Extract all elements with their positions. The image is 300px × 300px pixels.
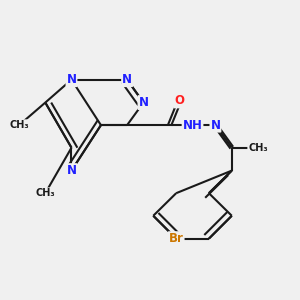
Text: Br: Br (169, 232, 184, 245)
Text: CH₃: CH₃ (248, 143, 268, 153)
Text: N: N (67, 164, 76, 177)
Text: O: O (174, 94, 184, 107)
Text: CH₃: CH₃ (35, 188, 55, 198)
Text: N: N (67, 73, 76, 86)
Text: CH₃: CH₃ (9, 120, 29, 130)
Text: NH: NH (183, 118, 202, 132)
Text: N: N (210, 118, 220, 132)
Text: N: N (139, 96, 148, 109)
Text: N: N (122, 73, 132, 86)
